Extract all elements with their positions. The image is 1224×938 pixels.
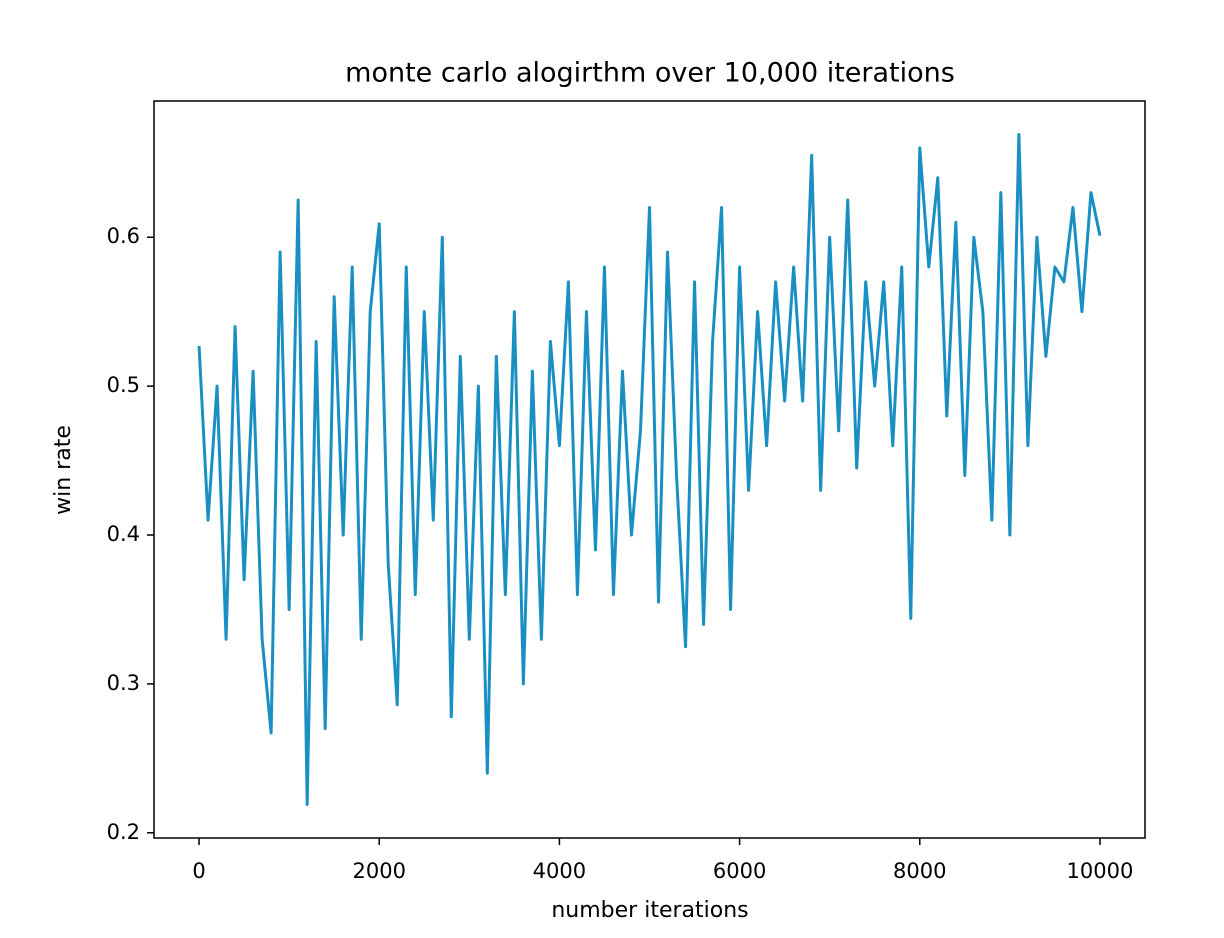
x-tick-label: 4000 [533,859,586,883]
y-tick-label: 0.4 [107,522,140,546]
x-tick-label: 6000 [713,859,766,883]
y-axis-label: win rate [51,425,76,515]
x-tick-label: 10000 [1067,859,1134,883]
data-line [197,133,1102,806]
y-tick-label: 0.6 [107,224,140,248]
x-tick-label: 0 [192,859,205,883]
x-tick-label: 8000 [893,859,946,883]
x-axis-label: number iterations [551,898,748,923]
chart-title: monte carlo alogirthm over 10,000 iterat… [345,58,955,89]
y-tick-label: 0.3 [107,671,140,695]
y-tick-label: 0.2 [107,820,140,844]
plot-frame [153,100,1146,839]
y-tick-label: 0.5 [107,373,140,397]
x-tick-label: 2000 [353,859,406,883]
